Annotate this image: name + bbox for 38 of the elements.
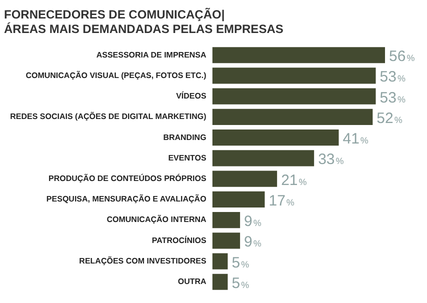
bar bbox=[212, 212, 240, 228]
y-tick-label: EVENTOS bbox=[168, 153, 207, 162]
data-label: 56% bbox=[389, 48, 415, 66]
y-tick-label: PRODUÇÃO DE CONTEÚDOS PRÓPRIOS bbox=[48, 173, 207, 184]
y-tick-label: RELAÇÕES COM INVESTIDORES bbox=[79, 255, 207, 266]
data-label: 53% bbox=[380, 89, 406, 106]
data-label: 52% bbox=[376, 110, 402, 127]
data-label: 5% bbox=[232, 274, 250, 292]
bar bbox=[212, 88, 376, 104]
data-label: 5% bbox=[232, 254, 250, 272]
y-tick-label: PATROCÍNIOS bbox=[152, 234, 207, 245]
bar bbox=[212, 170, 278, 187]
chart-subtitle: ÁREAS MAIS DEMANDADAS PELAS EMPRESAS bbox=[4, 22, 284, 36]
y-tick-label: REDES SOCIAIS (AÇÕES DE DIGITAL MARKETING) bbox=[10, 111, 207, 122]
data-label: 9% bbox=[244, 234, 262, 251]
y-tick-label: PESQUISA, MENSURAÇÃO E AVALIAÇÃO bbox=[46, 194, 206, 204]
bar bbox=[212, 253, 228, 270]
y-tick-label: BRANDING bbox=[163, 132, 206, 142]
bar bbox=[212, 232, 240, 249]
y-tick-label: ASSESSORIA DE IMPRENSA bbox=[96, 50, 207, 60]
bar bbox=[212, 191, 265, 208]
data-label: 21% bbox=[281, 172, 307, 189]
bar bbox=[212, 47, 386, 64]
data-label: 9% bbox=[244, 213, 262, 230]
y-tick-label: COMUNICAÇÃO VISUAL (PEÇAS, FOTOS ETC.) bbox=[26, 70, 207, 80]
data-label: 53% bbox=[380, 68, 406, 86]
y-tick-label: VÍDEOS bbox=[176, 90, 207, 101]
bar bbox=[212, 130, 339, 146]
bar bbox=[212, 108, 373, 125]
bar bbox=[212, 274, 228, 290]
bar bbox=[212, 68, 376, 84]
data-label: 17% bbox=[268, 192, 294, 210]
y-tick-label: COMUNICAÇÃO INTERNA bbox=[106, 214, 207, 224]
bar bbox=[212, 150, 314, 166]
y-tick-label: OUTRA bbox=[178, 277, 207, 286]
data-label: 33% bbox=[318, 151, 344, 168]
text: FORNECEDORES DE COMUNICAÇÃO| bbox=[4, 8, 225, 22]
data-label: 41% bbox=[342, 130, 368, 148]
